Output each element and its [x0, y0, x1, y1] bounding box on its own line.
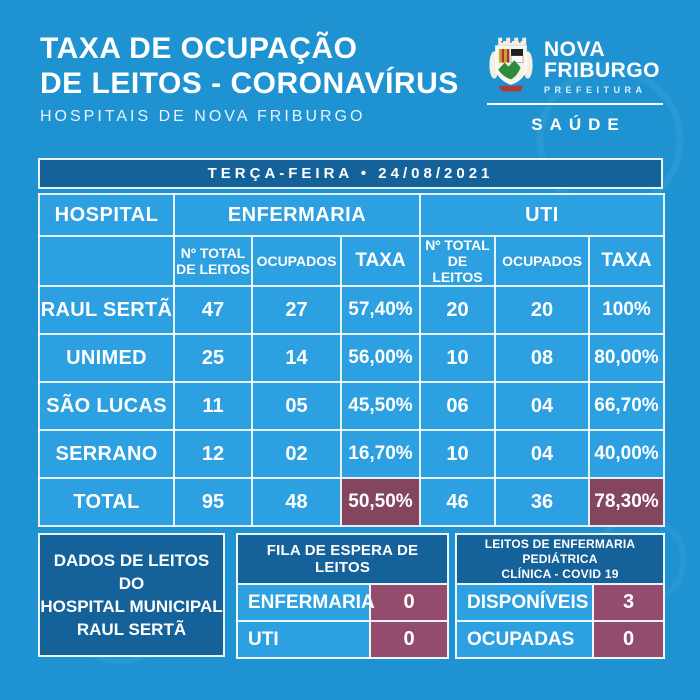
occupancy-table: HOSPITAL ENFERMARIA UTI Nº TOTAL DE LEITO… — [38, 193, 665, 527]
logo-city-name-line2: FRIBURGO — [544, 59, 660, 82]
enf-taxa-cell: 45,50% — [340, 381, 421, 431]
pediatric-beds-row-disponiveis: DISPONÍVEIS 3 — [455, 583, 665, 622]
uti-taxa-cell: 66,70% — [588, 381, 665, 431]
uti-total-cell: 46 — [419, 477, 496, 527]
enf-total-cell: 95 — [173, 477, 253, 527]
hospital-name-cell: UNIMED — [38, 333, 175, 383]
raul-serta-note-text: DADOS DE LEITOS DO HOSPITAL MUNICIPAL RA… — [40, 551, 223, 639]
table-row-unimed: UNIMED 25 14 56,00% 10 08 80,00% — [38, 333, 665, 383]
waiting-list-header-row: FILA DE ESPERA DE LEITOS — [235, 533, 450, 585]
uti-ocupados-cell: 36 — [494, 477, 590, 527]
enf-ocupados-cell: 27 — [251, 285, 342, 335]
hospital-name-cell: SÃO LUCAS — [38, 381, 175, 431]
column-group-uti: UTI — [419, 193, 665, 237]
date-bar: TERÇA-FEIRA • 24/08/2021 — [38, 158, 663, 189]
waiting-list-box: FILA DE ESPERA DE LEITOS ENFERMARIA 0 UT… — [235, 533, 450, 659]
prefecture-logo: NOVA FRIBURGO PREFEITURA SAÚDE — [487, 34, 663, 135]
uti-taxa-cell: 78,30% — [588, 477, 665, 527]
waiting-list-row-enfermaria: ENFERMARIA 0 — [236, 583, 450, 622]
subheader-uti-ocupados: OCUPADOS — [494, 235, 590, 287]
pediatric-beds-label: OCUPADAS — [455, 620, 594, 659]
subheader-empty-cell — [38, 235, 175, 287]
enf-ocupados-cell: 14 — [251, 333, 342, 383]
enf-taxa-cell: 16,70% — [340, 429, 421, 479]
subheader-enf-taxa: TAXA — [340, 235, 421, 287]
logo-city-name-line1: NOVA — [544, 38, 606, 61]
subheader-uti-taxa: TAXA — [588, 235, 665, 287]
uti-ocupados-cell: 04 — [494, 429, 590, 479]
logo-city-name: NOVA FRIBURGO — [544, 39, 660, 81]
uti-ocupados-cell: 08 — [494, 333, 590, 383]
enf-taxa-cell: 57,40% — [340, 285, 421, 335]
logo-saude-label: SAÚDE — [531, 115, 626, 134]
uti-taxa-cell: 80,00% — [588, 333, 665, 383]
logo-top-row: NOVA FRIBURGO PREFEITURA — [487, 34, 663, 96]
pediatric-beds-row-ocupadas: OCUPADAS 0 — [455, 620, 665, 659]
logo-name-block: NOVA FRIBURGO PREFEITURA — [544, 34, 660, 95]
pediatric-beds-value: 0 — [592, 620, 665, 659]
total-label-cell: TOTAL — [38, 477, 175, 527]
enf-ocupados-cell: 05 — [251, 381, 342, 431]
page-title-line2: DE LEITOS - CORONAVÍRUS — [40, 67, 459, 100]
table-row-serrano: SERRANO 12 02 16,70% 10 04 40,00% — [38, 429, 665, 479]
enf-total-cell: 11 — [173, 381, 253, 431]
nova-friburgo-coat-of-arms-icon — [489, 37, 533, 92]
raul-serta-note-box: DADOS DE LEITOS DO HOSPITAL MUNICIPAL RA… — [38, 533, 225, 657]
subheader-enf-ocupados: OCUPADOS — [251, 235, 342, 287]
pediatric-beds-value: 3 — [592, 583, 665, 622]
uti-ocupados-cell: 20 — [494, 285, 590, 335]
table-header-row: HOSPITAL ENFERMARIA UTI — [38, 193, 665, 237]
waiting-list-label: UTI — [236, 620, 371, 659]
logo-divider-line — [487, 103, 663, 105]
subheader-uti-total: Nº TOTAL DE LEITOS — [419, 235, 496, 287]
column-group-enfermaria: ENFERMARIA — [173, 193, 421, 237]
enf-ocupados-cell: 02 — [251, 429, 342, 479]
column-header-hospital: HOSPITAL — [38, 193, 175, 237]
page-subtitle: HOSPITAIS DE NOVA FRIBURGO — [40, 108, 366, 125]
table-row-sao-lucas: SÃO LUCAS 11 05 45,50% 06 04 66,70% — [38, 381, 665, 431]
enf-total-cell: 25 — [173, 333, 253, 383]
uti-taxa-cell: 40,00% — [588, 429, 665, 479]
enf-taxa-cell: 50,50% — [340, 477, 421, 527]
pediatric-beds-header-row: LEITOS DE ENFERMARIA PEDIÁTRICA CLÍNICA … — [455, 533, 665, 585]
enf-taxa-cell: 56,00% — [340, 333, 421, 383]
page-title: TAXA DE OCUPAÇÃO DE LEITOS - CORONAVÍRUS — [40, 31, 459, 101]
waiting-list-label: ENFERMARIA — [236, 583, 375, 622]
enf-total-cell: 12 — [173, 429, 253, 479]
uti-total-cell: 20 — [419, 285, 496, 335]
uti-total-cell: 10 — [419, 429, 496, 479]
table-row-raul-serta: RAUL SERTÃ 47 27 57,40% 20 20 100% — [38, 285, 665, 335]
uti-taxa-cell: 100% — [588, 285, 665, 335]
waiting-list-row-uti: UTI 0 — [236, 620, 450, 659]
waiting-list-value: 0 — [368, 620, 450, 659]
hospital-name-cell: RAUL SERTÃ — [38, 285, 175, 335]
uti-total-cell: 06 — [419, 381, 496, 431]
pediatric-beds-box: LEITOS DE ENFERMARIA PEDIÁTRICA CLÍNICA … — [455, 533, 665, 659]
pediatric-beds-label: DISPONÍVEIS — [455, 583, 594, 622]
uti-total-cell: 10 — [419, 333, 496, 383]
uti-ocupados-cell: 04 — [494, 381, 590, 431]
waiting-list-value: 0 — [368, 583, 450, 622]
logo-prefeitura-label: PREFEITURA — [544, 85, 647, 95]
table-row-total: TOTAL 95 48 50,50% 46 36 78,30% — [38, 477, 665, 527]
subheader-enf-total: Nº TOTAL DE LEITOS — [173, 235, 253, 287]
pediatric-beds-title: LEITOS DE ENFERMARIA PEDIÁTRICA CLÍNICA … — [455, 533, 665, 585]
table-subheader-row: Nº TOTAL DE LEITOS OCUPADOS TAXA Nº TOTAL… — [38, 235, 665, 287]
enf-ocupados-cell: 48 — [251, 477, 342, 527]
hospital-name-cell: SERRANO — [38, 429, 175, 479]
waiting-list-title: FILA DE ESPERA DE LEITOS — [235, 533, 450, 585]
enf-total-cell: 47 — [173, 285, 253, 335]
page-title-line1: TAXA DE OCUPAÇÃO — [40, 32, 358, 65]
header: TAXA DE OCUPAÇÃO DE LEITOS - CORONAVÍRUS… — [40, 31, 459, 126]
